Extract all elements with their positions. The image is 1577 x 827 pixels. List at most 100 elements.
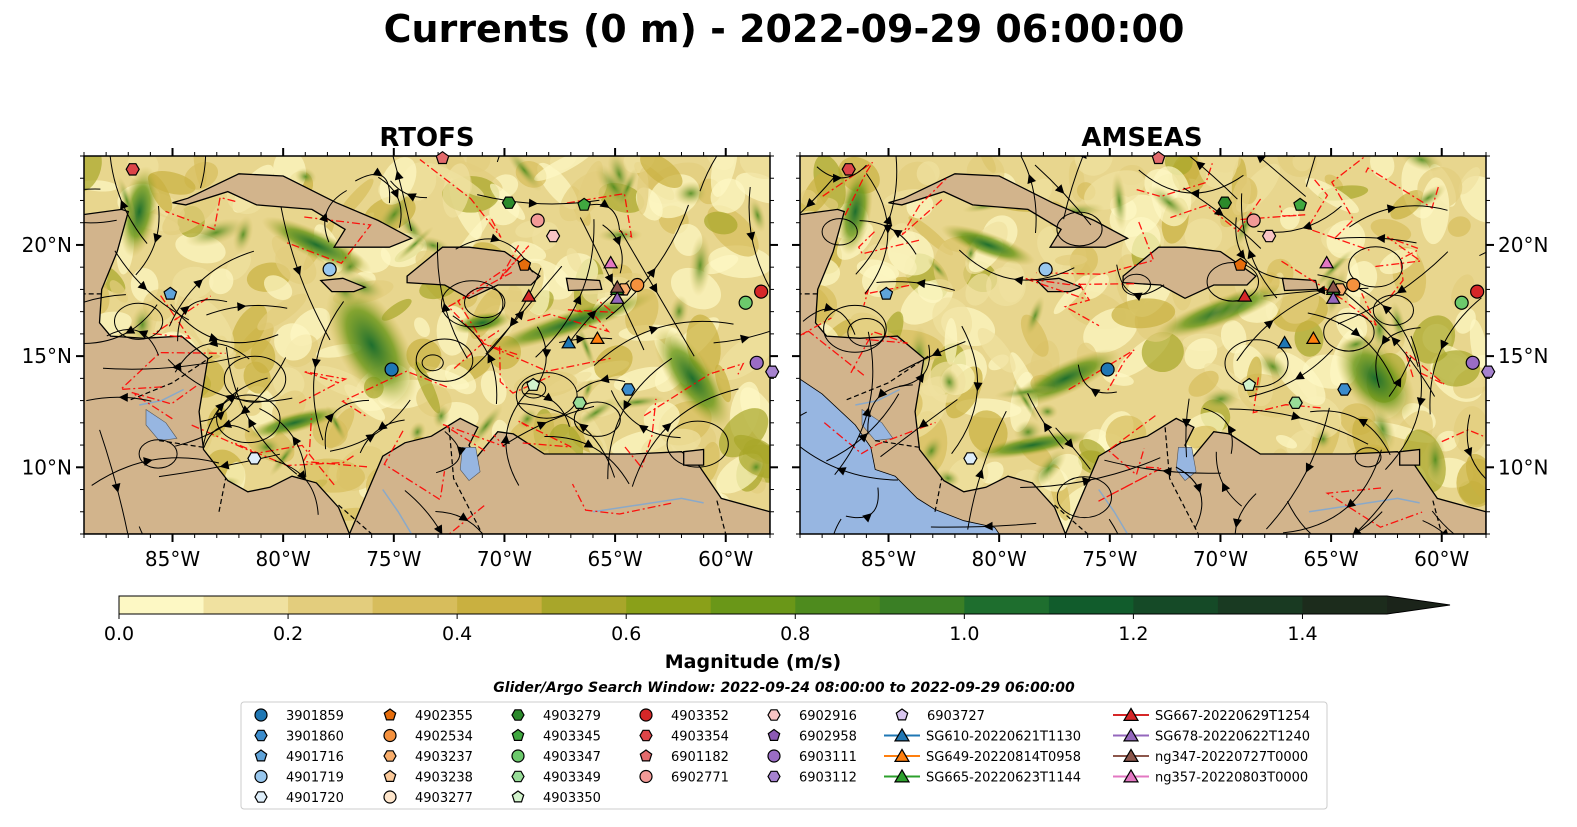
legend-label: 6902958 bbox=[799, 730, 857, 745]
legend-marker bbox=[383, 790, 397, 804]
y-tick-label: 20°N bbox=[1498, 233, 1548, 257]
legend-item: ng347-20220727T0000 bbox=[1113, 748, 1308, 765]
platform-marker bbox=[1481, 365, 1496, 378]
platform-marker bbox=[1346, 277, 1361, 293]
platform-marker bbox=[589, 331, 605, 344]
legend-marker bbox=[383, 728, 397, 743]
legend-label: 6903727 bbox=[927, 709, 985, 724]
legend-marker bbox=[511, 749, 525, 763]
platform-marker bbox=[1293, 197, 1308, 211]
legend-item: 4903345 bbox=[511, 728, 601, 745]
legend-marker bbox=[639, 769, 653, 784]
legend-marker bbox=[383, 708, 397, 721]
y-tick-label: 10°N bbox=[1498, 455, 1548, 479]
platform-marker bbox=[1038, 262, 1053, 277]
platform-marker bbox=[435, 150, 450, 165]
legend-label: 4903347 bbox=[543, 750, 601, 765]
legend-marker bbox=[639, 749, 653, 762]
legend-marker bbox=[767, 709, 781, 721]
platform-marker bbox=[1233, 257, 1248, 271]
legend-label: 6902771 bbox=[671, 771, 729, 786]
legend-label: 4901716 bbox=[286, 750, 344, 765]
x-tick-labels: 85°W 80°W 75°W 70°W 65°W 60°W bbox=[145, 547, 754, 571]
legend-item: 4903238 bbox=[383, 769, 473, 786]
legend-item: 3901859 bbox=[254, 708, 344, 724]
colorbar-tick-label: 1.2 bbox=[1118, 623, 1148, 645]
legend-marker bbox=[893, 748, 911, 763]
legend-item: 4903350 bbox=[511, 790, 601, 806]
legend-label: SG665-20220623T1144 bbox=[926, 771, 1081, 786]
legend-marker bbox=[511, 709, 525, 721]
colorbar-segment bbox=[457, 596, 543, 614]
platform-marker bbox=[609, 279, 625, 293]
legend-item: 4901716 bbox=[254, 749, 344, 765]
colorbar-segment bbox=[372, 596, 458, 614]
platform-marker bbox=[1325, 290, 1341, 304]
platform-marker bbox=[247, 452, 262, 465]
colorbar-segment bbox=[710, 596, 796, 614]
panel-title: AMSEAS bbox=[1081, 123, 1202, 153]
legend-marker bbox=[893, 727, 911, 742]
colorbar-ticks: 0.0 0.2 0.4 0.6 0.8 1.0 1.2 1.4 bbox=[104, 614, 1318, 645]
legend-item: 4903354 bbox=[639, 730, 729, 745]
legend-label: 3901859 bbox=[286, 709, 344, 724]
colorbar-label: Magnitude (m/s) bbox=[665, 651, 842, 673]
colorbar-segment bbox=[1048, 596, 1134, 614]
axis-ticks bbox=[792, 148, 1494, 542]
colorbar-tick-label: 0.6 bbox=[611, 623, 641, 645]
platform-marker bbox=[1337, 383, 1352, 396]
legend-item: 6903112 bbox=[767, 771, 857, 786]
legend-label: 6903112 bbox=[799, 771, 857, 786]
legend-label: 4903349 bbox=[543, 771, 601, 786]
legend-label: 6901182 bbox=[671, 750, 729, 765]
legend-label: 4903350 bbox=[543, 791, 601, 806]
x-tick-label: 70°W bbox=[1193, 547, 1248, 571]
legend-marker bbox=[639, 708, 653, 722]
axis-ticks bbox=[76, 148, 778, 542]
legend-item: 3901860 bbox=[254, 730, 344, 745]
legend-marker bbox=[767, 749, 781, 763]
x-tick-label: 75°W bbox=[1082, 547, 1137, 571]
platform-marker bbox=[526, 377, 541, 391]
x-tick-label: 75°W bbox=[366, 547, 421, 571]
legend-marker bbox=[895, 708, 909, 721]
colorbar-segment bbox=[288, 596, 374, 614]
legend-item: SG665-20220623T1144 bbox=[884, 768, 1081, 786]
figure-title: Currents (0 m) - 2022-09-29 06:00:00 bbox=[384, 7, 1185, 51]
colorbar-segment bbox=[1133, 596, 1219, 614]
platform-marker bbox=[1261, 229, 1277, 243]
map-rtofs bbox=[84, 156, 770, 534]
legend-item: 6903111 bbox=[767, 749, 857, 765]
legend-marker bbox=[254, 708, 268, 722]
legend-item: ng357-20220803T0000 bbox=[1113, 768, 1308, 786]
legend-item: 4903237 bbox=[383, 750, 473, 765]
y-tick-labels: 10°N 15°N 20°N bbox=[22, 233, 72, 479]
colorbar-segment bbox=[879, 596, 965, 614]
platform-marker bbox=[1305, 331, 1321, 344]
platform-marker bbox=[749, 355, 764, 370]
platform-marker bbox=[1246, 213, 1261, 228]
colorbar-segment bbox=[119, 596, 205, 614]
platform-marker bbox=[1465, 355, 1480, 370]
platform-marker bbox=[1454, 295, 1469, 310]
platform-marker bbox=[577, 197, 592, 211]
platform-marker bbox=[1237, 288, 1253, 302]
x-tick-label: 65°W bbox=[587, 547, 642, 571]
legend-label: 4903279 bbox=[543, 709, 601, 724]
legend-label: SG667-20220629T1254 bbox=[1155, 709, 1310, 724]
platform-marker bbox=[1470, 284, 1485, 299]
legend-item: 6902958 bbox=[767, 728, 857, 745]
x-tick-label: 80°W bbox=[256, 547, 311, 571]
legend-item: SG610-20220621T1130 bbox=[884, 727, 1081, 745]
platform-marker bbox=[1100, 362, 1115, 377]
legend-label: 6902916 bbox=[799, 709, 857, 724]
platform-marker bbox=[630, 277, 645, 293]
platform-marker bbox=[603, 255, 619, 269]
legend-item: 4902534 bbox=[383, 728, 473, 745]
legend-item: 4901720 bbox=[254, 791, 344, 806]
platform-marker bbox=[609, 290, 625, 304]
legend-label: 3901860 bbox=[286, 730, 344, 745]
colorbar-segment bbox=[795, 596, 881, 614]
x-tick-label: 60°W bbox=[1414, 547, 1469, 571]
platform-marker bbox=[1288, 396, 1303, 409]
